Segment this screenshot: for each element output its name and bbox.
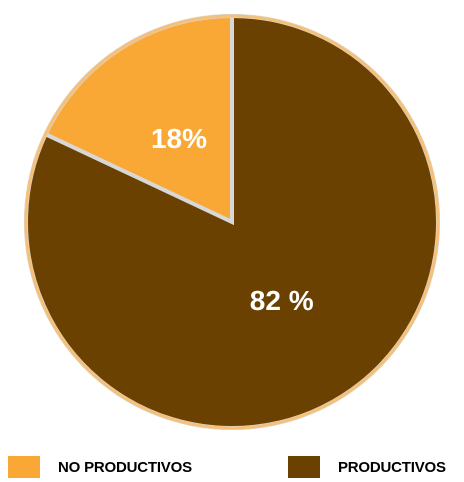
- legend: NO PRODUCTIVOS PRODUCTIVOS: [0, 456, 464, 480]
- pie-edge: [24, 14, 440, 430]
- legend-item-no-productivos: NO PRODUCTIVOS: [8, 456, 192, 478]
- data-label-productivos: 82 %: [250, 285, 314, 316]
- pie-chart-svg: 18% 82 %: [24, 13, 440, 430]
- legend-swatch-productivos: [288, 456, 320, 478]
- legend-swatch-no-productivos: [8, 456, 40, 478]
- data-label-no-productivos: 18%: [151, 123, 207, 154]
- legend-item-productivos: PRODUCTIVOS: [288, 456, 446, 478]
- legend-label-productivos: PRODUCTIVOS: [338, 458, 446, 476]
- legend-label-no-productivos: NO PRODUCTIVOS: [58, 458, 192, 476]
